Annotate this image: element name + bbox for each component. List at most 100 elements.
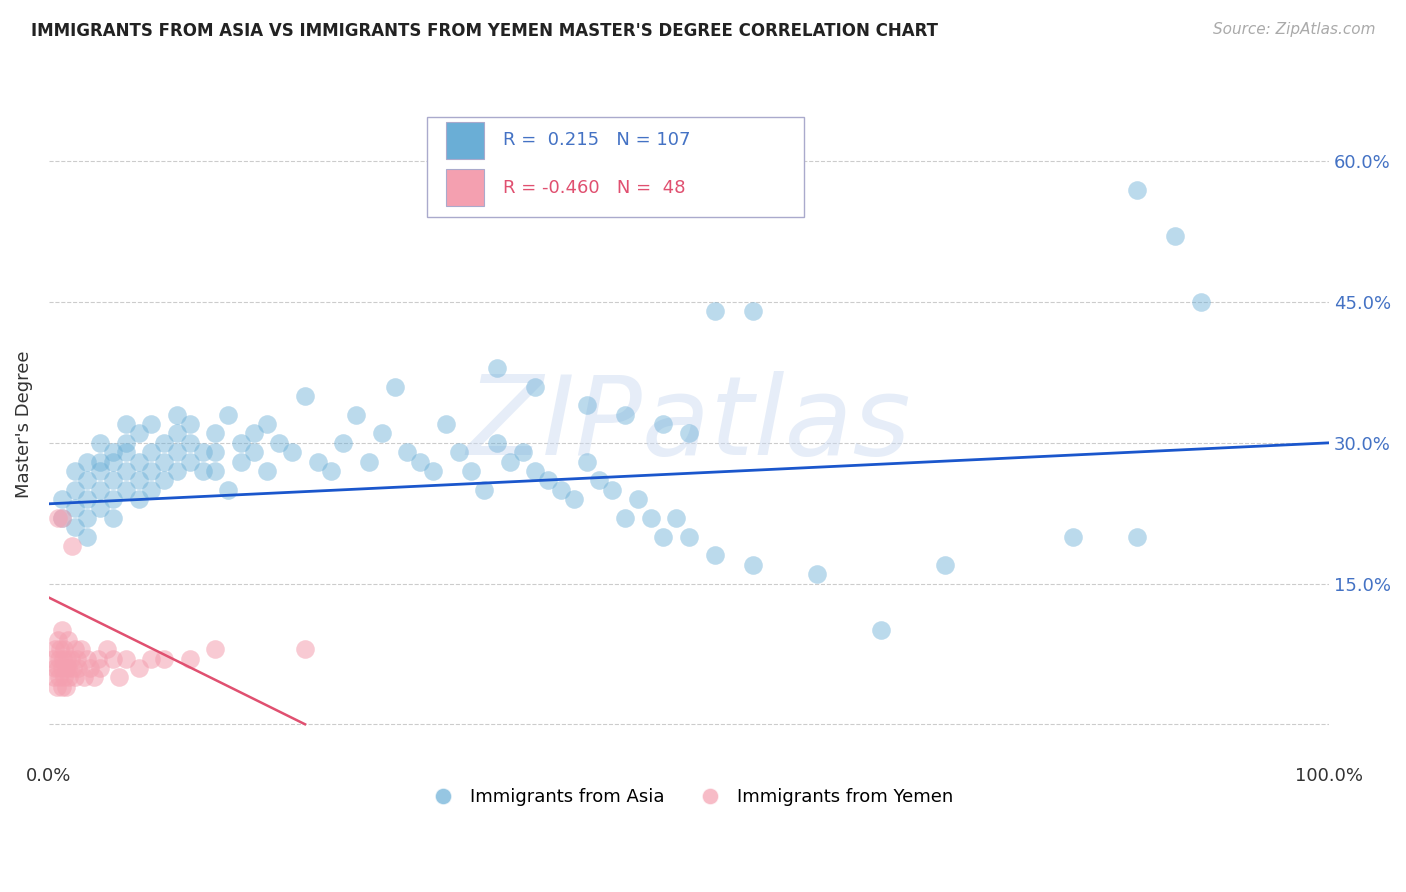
Point: [114, 417, 136, 431]
Point: [89, 661, 111, 675]
Point: [76, 454, 98, 468]
Point: [89, 483, 111, 497]
Point: [396, 445, 419, 459]
Point: [524, 379, 547, 393]
Point: [101, 511, 124, 525]
Legend: Immigrants from Asia, Immigrants from Yemen: Immigrants from Asia, Immigrants from Ye…: [418, 781, 960, 814]
Point: [166, 445, 188, 459]
Point: [1126, 530, 1149, 544]
Point: [614, 408, 637, 422]
Bar: [446, 169, 484, 206]
Point: [179, 417, 201, 431]
Point: [153, 435, 176, 450]
Point: [191, 464, 214, 478]
Point: [76, 474, 98, 488]
Point: [524, 464, 547, 478]
Point: [55, 680, 77, 694]
Point: [114, 651, 136, 665]
Point: [52, 651, 75, 665]
Point: [46, 511, 69, 525]
Point: [51, 624, 73, 638]
Point: [63, 670, 86, 684]
Point: [742, 304, 765, 318]
Point: [141, 651, 163, 665]
Point: [89, 501, 111, 516]
Point: [48, 670, 70, 684]
Point: [499, 454, 522, 468]
Point: [166, 464, 188, 478]
Point: [72, 670, 94, 684]
Point: [344, 408, 367, 422]
Point: [537, 474, 560, 488]
Point: [62, 661, 84, 675]
Point: [179, 651, 201, 665]
Point: [63, 483, 86, 497]
Point: [76, 511, 98, 525]
Point: [89, 464, 111, 478]
Point: [204, 642, 226, 657]
Point: [128, 492, 150, 507]
Point: [384, 379, 406, 393]
Point: [242, 445, 264, 459]
Point: [1126, 182, 1149, 196]
Point: [60, 539, 83, 553]
Point: [371, 426, 394, 441]
Point: [652, 417, 675, 431]
Point: [48, 651, 70, 665]
Point: [56, 632, 79, 647]
Point: [1189, 295, 1212, 310]
Point: [89, 435, 111, 450]
Point: [141, 483, 163, 497]
Point: [204, 445, 226, 459]
Text: R =  0.215   N = 107: R = 0.215 N = 107: [503, 131, 690, 149]
Point: [485, 435, 508, 450]
Point: [51, 511, 73, 525]
Point: [76, 530, 98, 544]
Point: [588, 474, 610, 488]
Point: [101, 651, 124, 665]
Point: [128, 661, 150, 675]
Point: [575, 454, 598, 468]
Point: [49, 642, 72, 657]
Point: [179, 435, 201, 450]
Point: [51, 661, 73, 675]
Point: [242, 426, 264, 441]
Point: [652, 530, 675, 544]
Point: [44, 642, 66, 657]
Point: [114, 445, 136, 459]
Point: [703, 549, 725, 563]
Point: [128, 426, 150, 441]
Point: [332, 435, 354, 450]
Point: [934, 558, 956, 572]
Point: [46, 661, 69, 675]
Point: [422, 464, 444, 478]
Point: [63, 520, 86, 534]
Point: [460, 464, 482, 478]
Point: [434, 417, 457, 431]
Point: [472, 483, 495, 497]
Point: [281, 445, 304, 459]
Point: [742, 558, 765, 572]
Point: [204, 426, 226, 441]
Point: [128, 474, 150, 488]
Point: [256, 417, 278, 431]
Point: [101, 474, 124, 488]
Y-axis label: Master's Degree: Master's Degree: [15, 351, 32, 498]
Point: [870, 624, 893, 638]
Point: [319, 464, 342, 478]
Point: [640, 511, 662, 525]
Point: [166, 408, 188, 422]
Point: [67, 661, 90, 675]
Point: [55, 661, 77, 675]
Point: [114, 435, 136, 450]
Text: ZIPatlas: ZIPatlas: [467, 370, 911, 477]
Point: [217, 408, 239, 422]
Point: [269, 435, 291, 450]
Point: [108, 670, 131, 684]
Point: [512, 445, 534, 459]
Point: [179, 454, 201, 468]
Point: [665, 511, 688, 525]
Point: [806, 567, 828, 582]
Point: [307, 454, 329, 468]
Point: [703, 304, 725, 318]
